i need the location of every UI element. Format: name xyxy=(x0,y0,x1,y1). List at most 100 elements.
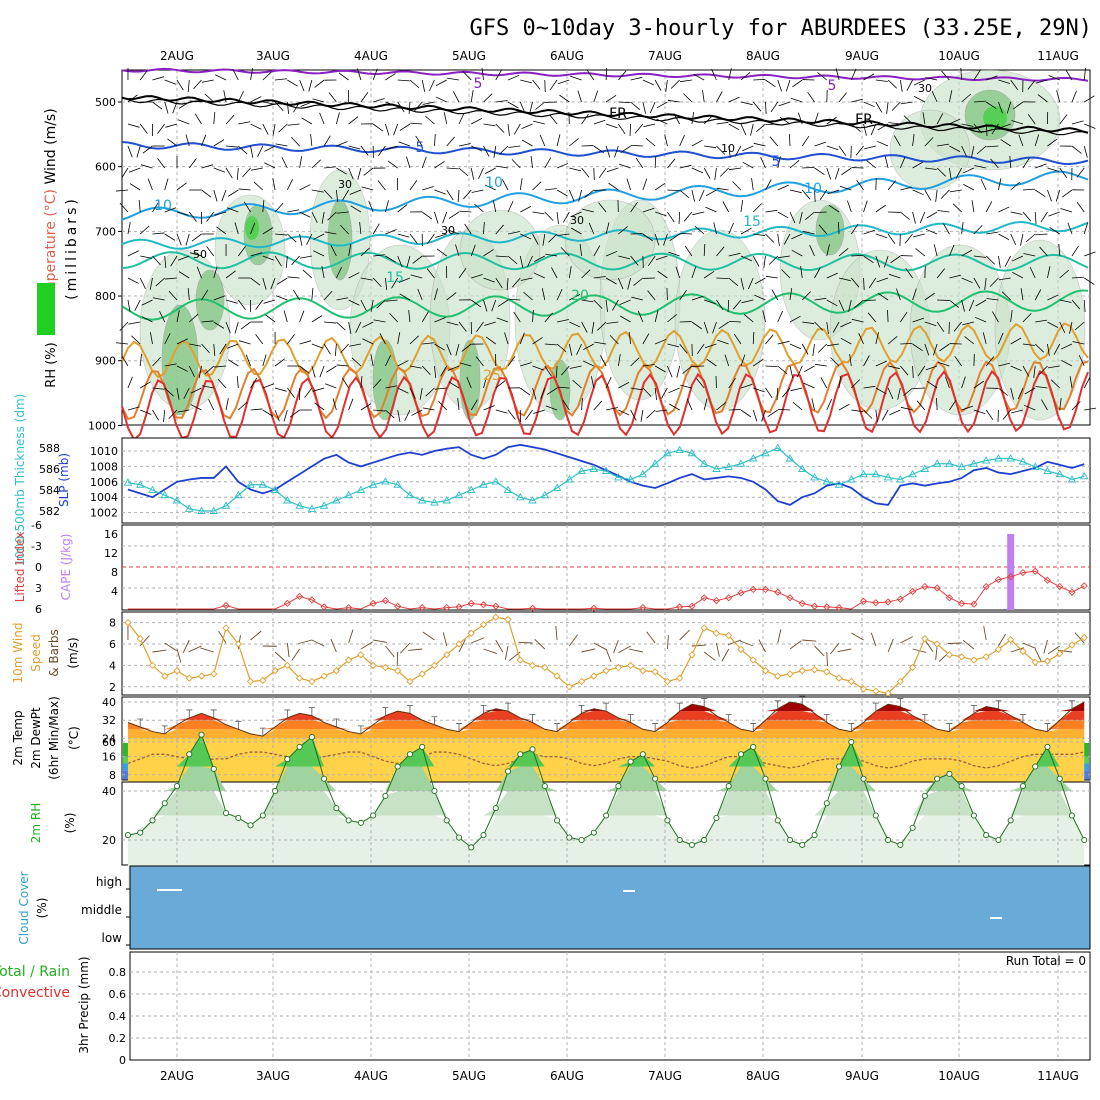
wind-barb xyxy=(283,409,288,422)
wind-barb xyxy=(581,398,583,411)
rh2m-point xyxy=(480,832,487,839)
pressure-tick: 700 xyxy=(95,225,116,238)
wind-barb xyxy=(178,101,190,109)
wind-barb xyxy=(549,114,558,125)
wind-barb xyxy=(851,123,861,132)
wind-barb xyxy=(421,156,427,169)
wind-barb xyxy=(425,387,435,397)
wind-barb xyxy=(752,409,758,422)
isotherm-5 xyxy=(121,141,1089,166)
wind-barb xyxy=(185,233,190,246)
wind-barb xyxy=(814,267,821,279)
wind-barb xyxy=(201,343,210,354)
thickness-point xyxy=(638,469,648,478)
wind-barb xyxy=(912,161,924,169)
wind-barb xyxy=(360,403,372,411)
wind-barb xyxy=(300,255,312,259)
thickness-point xyxy=(123,478,133,486)
wind-barb xyxy=(719,167,729,177)
wind-barb xyxy=(1020,233,1024,246)
rh2m-point xyxy=(1068,812,1076,819)
lifted-index-point xyxy=(970,600,978,608)
wind-barb xyxy=(378,145,386,156)
wind-barb xyxy=(679,343,688,354)
wind-barb xyxy=(949,299,959,308)
lifted-index-point xyxy=(1019,568,1027,577)
wind-barb xyxy=(570,211,582,218)
wind-speed-point xyxy=(1068,641,1076,649)
wind-barb xyxy=(654,155,657,169)
wind-barb xyxy=(1035,319,1048,323)
wind-barb xyxy=(409,233,418,244)
wind-barb-10m xyxy=(568,634,578,647)
wind-barb xyxy=(213,189,218,202)
pressure-tick: 500 xyxy=(95,96,116,109)
wind-barb xyxy=(448,381,460,389)
wind-speed-point xyxy=(810,666,819,674)
wind-barb xyxy=(311,315,323,323)
wind-barb xyxy=(1084,123,1096,129)
wind-barb-10m xyxy=(360,641,374,650)
wind-barb xyxy=(458,268,467,279)
wind-barb xyxy=(740,383,753,389)
wind-barb xyxy=(626,178,632,191)
rh2m-point xyxy=(897,841,904,848)
wind-barb xyxy=(275,295,288,301)
wind-barb xyxy=(600,355,607,367)
rh2m-point xyxy=(848,738,855,746)
wind-barb xyxy=(855,145,864,156)
thickness-point xyxy=(1043,466,1052,475)
wind-barb xyxy=(287,276,300,279)
wind-barb xyxy=(323,290,333,301)
wind-barb-10m xyxy=(703,651,716,661)
wind-barb xyxy=(355,321,362,333)
wind-barb xyxy=(973,409,986,415)
wind-barb xyxy=(208,399,215,411)
wind-barb xyxy=(483,123,496,127)
wind-barb xyxy=(581,321,588,333)
wind-barb xyxy=(238,188,251,191)
wind-barb xyxy=(716,402,727,411)
wind-barb xyxy=(661,387,668,399)
thickness-point xyxy=(859,469,868,478)
wind-barb xyxy=(630,409,637,421)
wind-barb xyxy=(164,387,174,397)
wind-barb xyxy=(679,164,692,169)
wind-speed-point xyxy=(406,677,414,686)
wind-barb xyxy=(742,145,754,152)
wind-barb xyxy=(262,409,274,417)
wind-barb xyxy=(847,200,852,213)
lifted-index-point xyxy=(369,599,377,608)
wind-barb xyxy=(533,272,545,279)
wind-barb xyxy=(582,208,594,213)
wind-barb xyxy=(679,289,687,301)
wind-barb xyxy=(1033,365,1036,378)
wind-barb xyxy=(740,227,752,235)
wind-barb xyxy=(903,115,913,125)
wind-barb xyxy=(455,244,460,257)
wind-speed-point xyxy=(798,667,806,675)
wind-barb xyxy=(250,96,262,103)
thickness-point xyxy=(246,480,255,488)
wind-barb xyxy=(896,288,901,301)
wind-barb xyxy=(974,316,987,323)
rh2m-point xyxy=(529,746,536,753)
wind-barb xyxy=(434,161,445,169)
wind-barb xyxy=(578,189,582,202)
thickness-point xyxy=(834,480,844,488)
wind-barb xyxy=(176,182,187,191)
wind-barb xyxy=(397,360,409,367)
wind-barb xyxy=(740,71,751,81)
wind-barb xyxy=(900,311,908,323)
rh2m-point xyxy=(921,792,928,799)
wind-barb xyxy=(1017,387,1024,400)
wind-barb xyxy=(335,112,340,125)
wind-barb xyxy=(948,90,953,103)
wind-barb xyxy=(572,379,582,389)
wind-barb xyxy=(377,180,386,191)
wind-speed-point xyxy=(295,674,304,682)
wind-barb xyxy=(925,228,938,235)
wind-barb xyxy=(336,297,349,301)
